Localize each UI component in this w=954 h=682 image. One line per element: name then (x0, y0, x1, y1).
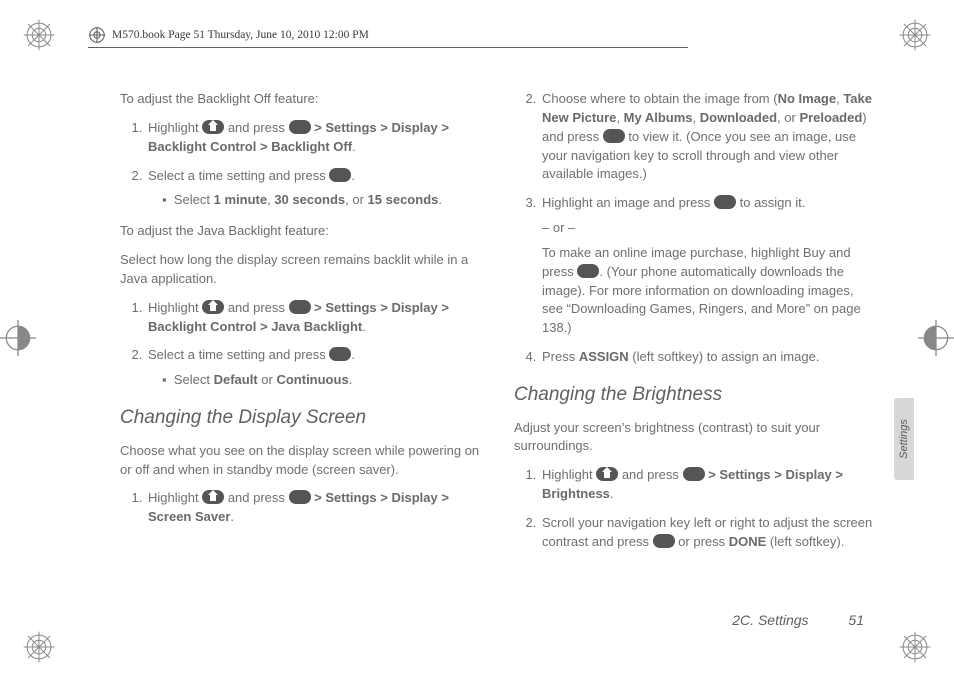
steps-brightness: Highlight and press > Settings > Display… (540, 466, 874, 551)
substep-java-options: Select Default or Continuous. (162, 371, 480, 390)
or-divider: – or – (542, 219, 874, 238)
steps-image-source: Choose where to obtain the image from (N… (540, 90, 874, 367)
ok-key-icon (653, 534, 675, 548)
step-select-time-java: Select a time setting and press . Select… (146, 346, 480, 390)
step-press-assign: Press ASSIGN (left softkey) to assign an… (540, 348, 874, 367)
substep-time-options: Select 1 minute, 30 seconds, or 15 secon… (162, 191, 480, 210)
step-highlight-image: Highlight an image and press to assign i… (540, 194, 874, 338)
heading-brightness: Changing the Brightness (514, 381, 874, 409)
ok-key-icon (714, 195, 736, 209)
step-scroll-contrast: Scroll your navigation key left or right… (540, 514, 874, 552)
ok-key-icon (289, 120, 311, 134)
left-column: To adjust the Backlight Off feature: Hig… (120, 90, 480, 612)
header-bar: M570.book Page 51 Thursday, June 10, 201… (88, 24, 688, 48)
home-icon (202, 490, 224, 504)
step-highlight-screen-saver: Highlight and press > Settings > Display… (146, 489, 480, 527)
para-brightness: Adjust your screen’s brightness (contras… (514, 419, 874, 457)
ok-key-icon (683, 467, 705, 481)
reg-mark-bottom-right (898, 630, 932, 664)
para-java-backlight: Select how long the display screen remai… (120, 251, 480, 289)
footer-section: 2C. Settings (732, 612, 808, 628)
right-column: Choose where to obtain the image from (N… (514, 90, 874, 612)
reg-mark-left (0, 320, 36, 356)
steps-java-backlight: Highlight and press > Settings > Display… (146, 299, 480, 390)
ok-key-icon (289, 490, 311, 504)
step-highlight-settings: Highlight and press > Settings > Display… (146, 119, 480, 157)
side-tab-label: Settings (898, 419, 910, 459)
step-highlight-brightness: Highlight and press > Settings > Display… (540, 466, 874, 504)
heading-display-screen: Changing the Display Screen (120, 404, 480, 432)
header-text: M570.book Page 51 Thursday, June 10, 201… (112, 29, 369, 41)
home-icon (596, 467, 618, 481)
para-display-screen: Choose what you see on the display scree… (120, 442, 480, 480)
ok-key-icon (329, 347, 351, 361)
page-footer: 2C. Settings 51 (732, 612, 864, 628)
steps-backlight-off: Highlight and press > Settings > Display… (146, 119, 480, 210)
reg-mark-top-left (22, 18, 56, 52)
reg-mark-right (918, 320, 954, 356)
home-icon (202, 300, 224, 314)
page-number: 51 (848, 612, 864, 628)
step-choose-image: Choose where to obtain the image from (N… (540, 90, 874, 184)
ok-key-icon (329, 168, 351, 182)
step-select-time: Select a time setting and press . Select… (146, 167, 480, 211)
reg-mark-top-right (898, 18, 932, 52)
steps-screen-saver: Highlight and press > Settings > Display… (146, 489, 480, 527)
step-highlight-java: Highlight and press > Settings > Display… (146, 299, 480, 337)
intro-java-backlight: To adjust the Java Backlight feature: (120, 222, 480, 241)
reg-mark-bottom-left (22, 630, 56, 664)
side-tab-settings: Settings (894, 398, 914, 480)
intro-backlight-off: To adjust the Backlight Off feature: (120, 90, 480, 109)
ok-key-icon (289, 300, 311, 314)
ok-key-icon (577, 264, 599, 278)
ok-key-icon (603, 129, 625, 143)
home-icon (202, 120, 224, 134)
content-area: To adjust the Backlight Off feature: Hig… (120, 90, 874, 612)
